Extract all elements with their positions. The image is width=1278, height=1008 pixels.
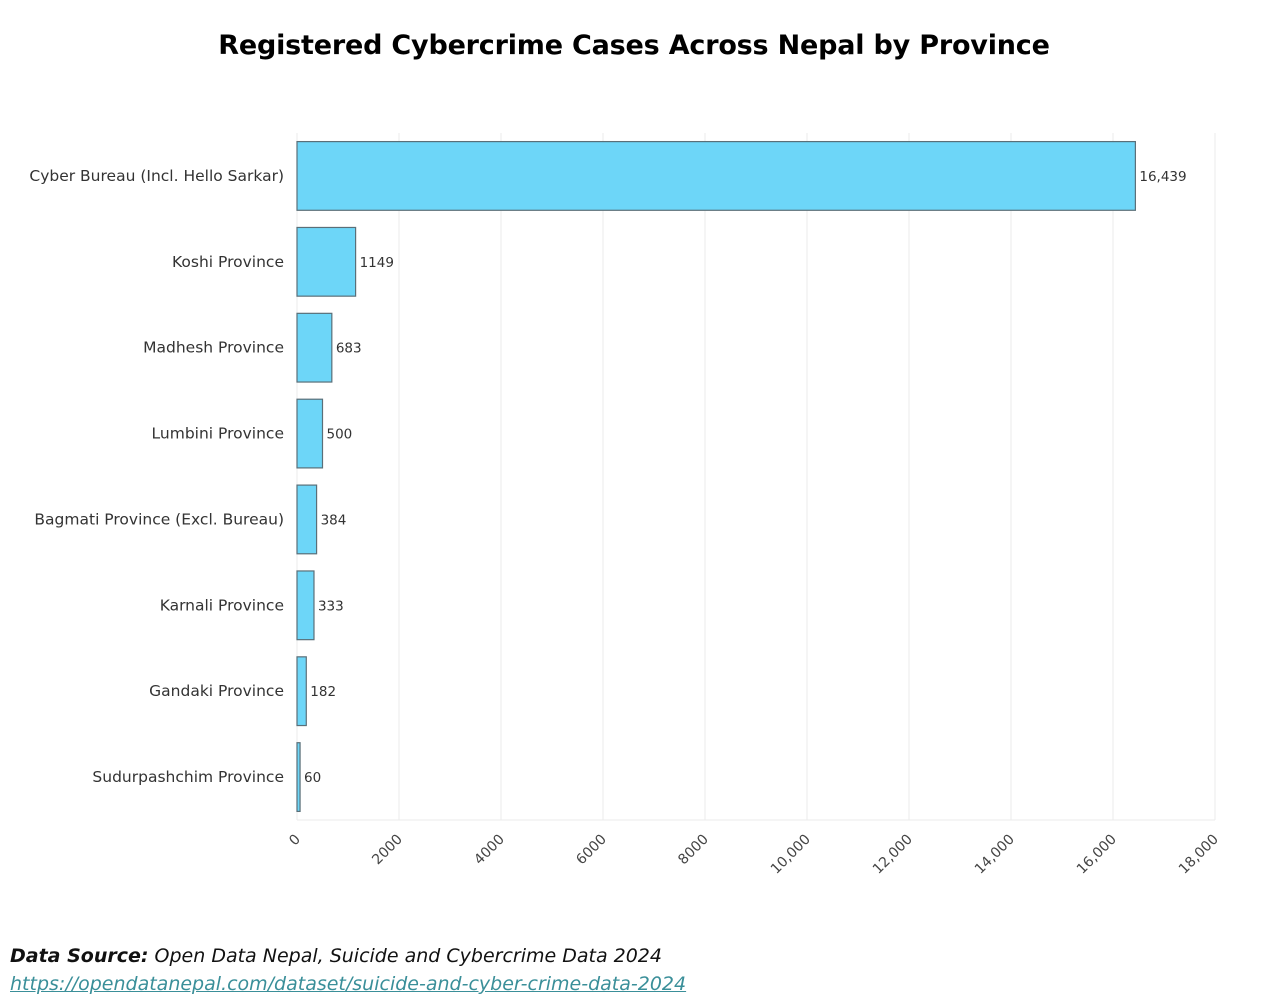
bar [296,312,333,383]
bar [296,742,301,813]
value-label: 500 [327,427,353,443]
bar-chart: 0 2000 4000 6000 8000 10,000 12,000 14,000 16,00… [29,133,1222,878]
category-label: Karnali Province [160,596,284,614]
category-label: Koshi Province [172,253,284,271]
data-source-link[interactable]: https://opendatanepal.com/dataset/suicid… [10,973,687,995]
x-tick-label: 4000 [471,832,508,869]
value-label: 60 [304,770,321,786]
category-label: Gandaki Province [149,682,284,700]
value-label: 182 [310,684,336,700]
value-label: 683 [336,341,362,357]
category-label: Cyber Bureau (Incl. Hello Sarkar) [29,167,284,185]
chart-title: Registered Cybercrime Cases Across Nepal… [218,30,1050,61]
x-tick-label: 0 [286,832,304,850]
bar [296,398,324,469]
x-tick-label: 6000 [573,832,610,869]
value-label: 384 [321,512,347,528]
grid-lines [296,133,1216,821]
category-label: Madhesh Province [143,339,284,357]
data-source-label: Data Source: [10,945,149,967]
category-label: Sudurpashchim Province [92,768,284,786]
x-tick-label: 2000 [369,832,406,869]
x-tick-label: 16,000 [1074,832,1120,878]
x-tick-label: 10,000 [768,832,814,878]
bar [296,570,315,641]
bar [296,656,307,727]
bar [296,226,357,297]
category-label: Lumbini Province [152,425,284,443]
data-source-text: Open Data Nepal, Suicide and Cybercrime … [148,945,662,967]
data-source-footer: Data Source: Open Data Nepal, Suicide an… [10,942,686,998]
bar [296,140,1136,211]
x-tick-label: 8000 [675,832,712,869]
value-label: 16,439 [1139,169,1186,185]
bar [296,484,318,555]
x-tick-label: 12,000 [870,832,916,878]
category-label: Bagmati Province (Excl. Bureau) [34,510,284,528]
bars [296,140,1136,813]
value-label: 1149 [360,255,394,271]
x-tick-label: 14,000 [972,832,1018,878]
x-tick-label: 18,000 [1176,832,1222,878]
value-label: 333 [318,598,344,614]
labels: 0 2000 4000 6000 8000 10,000 12,000 14,000 16,00… [29,167,1221,878]
